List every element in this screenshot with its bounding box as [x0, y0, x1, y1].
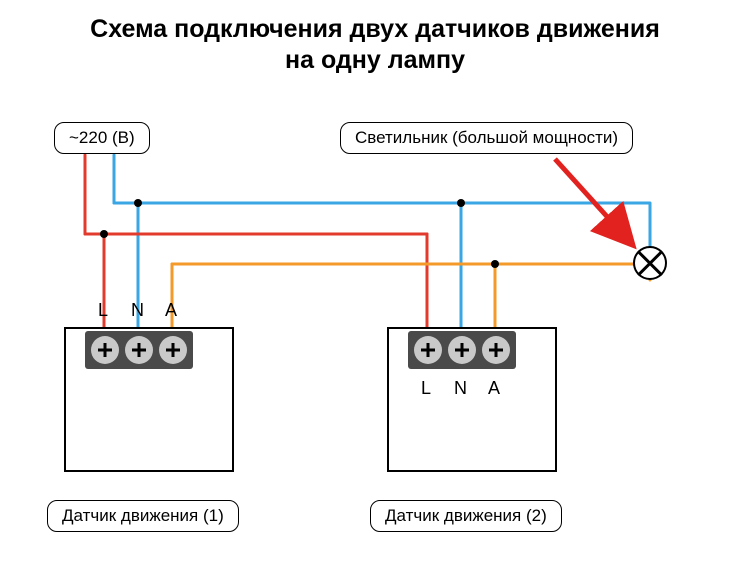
wire-neutral [114, 155, 650, 335]
sensor-2-terminal-L [414, 336, 442, 364]
title-line-2: на одну лампу [0, 45, 750, 76]
sensor-2-terminal-N [448, 336, 476, 364]
callout-arrow [555, 159, 630, 242]
sensor-1-terminal-L [91, 336, 119, 364]
sensor-2-label: Датчик движения (2) [370, 500, 562, 532]
sensor-1-terminal-N [125, 336, 153, 364]
sensor-2-L-label: L [421, 378, 431, 399]
sensor-1-L-label: L [98, 300, 108, 321]
sensor-1-terminal-A [159, 336, 187, 364]
lamp-label: Светильник (большой мощности) [340, 122, 633, 154]
wiring-svg [0, 0, 750, 563]
lamp-symbol [633, 246, 667, 280]
sensor-2-terminal-block [408, 331, 516, 369]
wire-output [172, 260, 650, 335]
sensor-2-A-label: A [488, 378, 500, 399]
sensor-1-N-label: N [131, 300, 144, 321]
title-line-1: Схема подключения двух датчиков движения [0, 14, 750, 45]
sensor-2-N-label: N [454, 378, 467, 399]
sensor-1-A-label: A [165, 300, 177, 321]
sensor-2-terminal-A [482, 336, 510, 364]
power-label: ~220 (В) [54, 122, 150, 154]
diagram-title: Схема подключения двух датчиков движения… [0, 0, 750, 77]
sensor-1-terminal-block [85, 331, 193, 369]
sensor-1-label: Датчик движения (1) [47, 500, 239, 532]
